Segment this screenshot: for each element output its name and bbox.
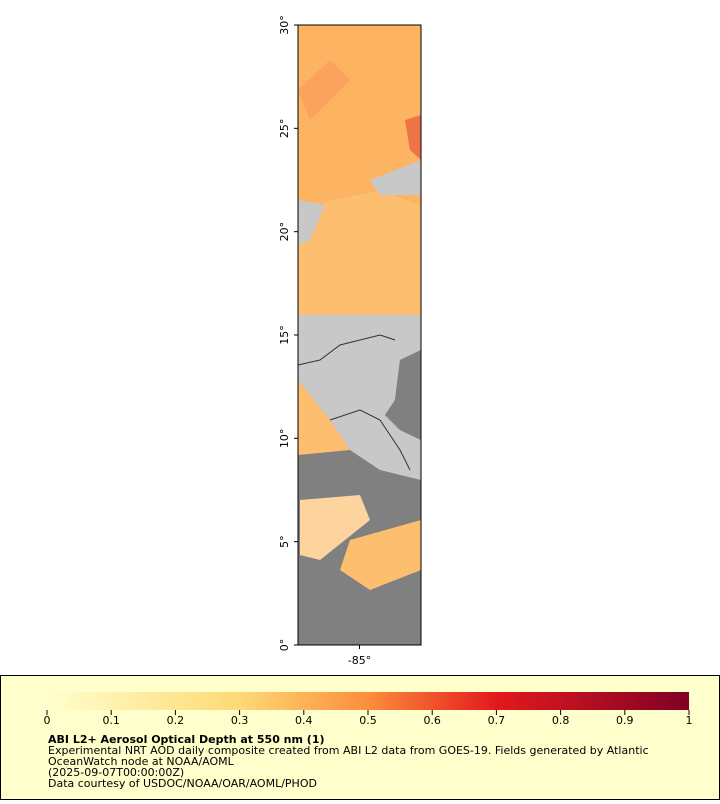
- colorbar-tick-label: 0.4: [295, 714, 313, 727]
- colorbar-tick-label: 0.6: [423, 714, 441, 727]
- y-tick-label: 0°: [278, 639, 291, 652]
- colorbar-tick-label: 0.7: [488, 714, 506, 727]
- legend-line: Experimental NRT AOD daily composite cre…: [48, 744, 649, 757]
- legend-line: (2025-09-07T00:00:00Z): [48, 766, 184, 779]
- colorbar-tick-label: 0.3: [231, 714, 249, 727]
- x-tick-label: -85°: [348, 654, 371, 667]
- y-tick-label: 20°: [278, 222, 291, 242]
- colorbar-tick-label: 0.5: [359, 714, 377, 727]
- colorbar-tick-label: 1: [686, 714, 693, 727]
- y-tick-label: 10°: [278, 429, 291, 449]
- y-tick-label: 5°: [278, 535, 291, 548]
- colorbar-tick-label: 0: [44, 714, 51, 727]
- y-tick-label: 15°: [278, 325, 291, 345]
- colorbar: [47, 692, 689, 710]
- colorbar-tick-label: 0.1: [102, 714, 120, 727]
- legend-line: OceanWatch node at NOAA/AOML: [48, 755, 235, 768]
- map-image: [297, 24, 422, 646]
- colorbar-tick-label: 0.9: [616, 714, 634, 727]
- y-tick-label: 30°: [278, 15, 291, 35]
- legend-line: Data courtesy of USDOC/NOAA/OAR/AOML/PHO…: [48, 777, 317, 790]
- colorbar-tick-label: 0.8: [552, 714, 570, 727]
- colorbar-tick-label: 0.2: [167, 714, 185, 727]
- y-tick-label: 25°: [278, 119, 291, 139]
- legend-title: ABI L2+ Aerosol Optical Depth at 550 nm …: [48, 733, 325, 746]
